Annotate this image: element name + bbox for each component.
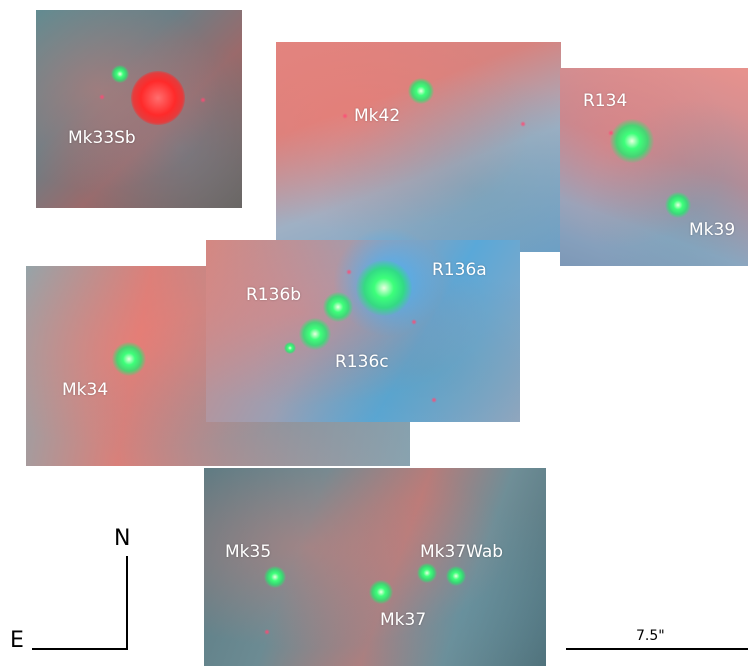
scale-bar-label: 7.5" — [636, 628, 665, 644]
star-mk42 — [408, 78, 434, 104]
star-mk37 — [369, 580, 393, 604]
label-mk34: Mk34 — [62, 380, 109, 400]
star-mk35 — [264, 566, 286, 588]
panel-r136-field — [206, 240, 520, 422]
label-r136b: R136b — [246, 285, 302, 305]
star-r136b — [323, 292, 353, 322]
compass-east-arm — [32, 648, 128, 650]
compass-north-arm — [126, 556, 128, 650]
label-mk42: Mk42 — [354, 106, 401, 126]
label-mk33sb: Mk33Sb — [68, 128, 136, 148]
panel-r134-field — [560, 68, 748, 266]
label-mk37: Mk37 — [380, 610, 427, 630]
star-mk34 — [112, 342, 146, 376]
field-star — [346, 269, 352, 275]
field-star — [520, 121, 526, 127]
scale-bar — [566, 648, 748, 650]
label-mk39: Mk39 — [689, 220, 736, 240]
star-mk37wab-b — [446, 566, 466, 586]
star-mk33sb — [131, 71, 185, 125]
star-mk37wab-a — [417, 563, 437, 583]
star-r136-minor — [284, 342, 296, 354]
label-r136a: R136a — [432, 260, 487, 280]
field-star — [264, 629, 270, 635]
field-star — [608, 130, 614, 136]
star-r136a — [356, 260, 412, 316]
panel-mk35-field — [204, 468, 546, 666]
star-r134 — [610, 119, 654, 163]
compass-north-label: N — [114, 526, 131, 551]
field-star — [99, 94, 105, 100]
field-star — [431, 397, 437, 403]
panel-mk42-field — [276, 42, 561, 252]
field-star — [411, 319, 417, 325]
field-star — [342, 113, 348, 119]
star-mk39 — [665, 192, 691, 218]
field-star — [200, 97, 206, 103]
compass-east-label: E — [10, 628, 24, 653]
label-r134: R134 — [583, 91, 628, 111]
label-r136c: R136c — [335, 352, 389, 372]
label-mk37wab: Mk37Wab — [420, 542, 504, 562]
star-r136c — [299, 318, 331, 350]
label-mk35: Mk35 — [225, 542, 272, 562]
star-mk33-companion — [111, 65, 129, 83]
